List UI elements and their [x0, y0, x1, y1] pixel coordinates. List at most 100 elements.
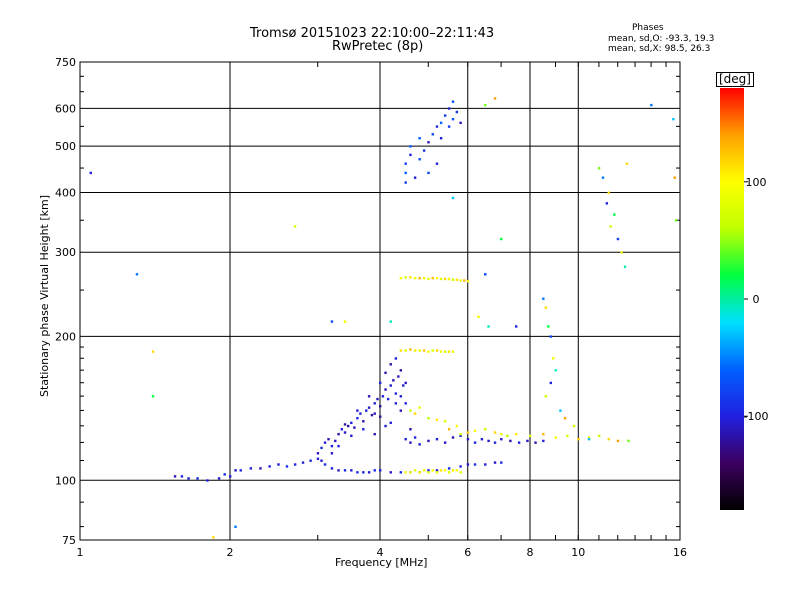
x-tick-label: 16: [673, 546, 687, 559]
data-point: [422, 276, 426, 280]
data-point: [616, 439, 620, 443]
data-point: [413, 276, 417, 280]
data-point: [443, 441, 447, 444]
data-point: [509, 439, 512, 443]
data-point: [455, 278, 459, 281]
data-point: [431, 469, 434, 472]
data-point: [389, 320, 392, 323]
x-tick-label: 1: [77, 546, 84, 559]
y-tick-label: 400: [55, 186, 76, 199]
data-point: [443, 114, 447, 117]
data-point: [672, 117, 675, 121]
data-point: [367, 406, 371, 409]
data-point: [529, 434, 532, 438]
data-point: [435, 162, 439, 165]
data-point: [359, 412, 362, 415]
data-point: [409, 471, 412, 474]
data-point: [323, 441, 327, 444]
data-point: [447, 471, 451, 474]
data-point: [427, 171, 430, 175]
series-group: [89, 97, 678, 539]
data-point: [607, 437, 610, 441]
data-point: [413, 469, 417, 472]
data-point: [572, 424, 576, 428]
y-tick-label: 100: [55, 474, 76, 487]
data-point: [623, 265, 627, 268]
data-point: [443, 469, 447, 472]
data-point: [151, 395, 155, 398]
data-point: [277, 463, 280, 466]
data-point: [373, 432, 376, 436]
chart-title: Tromsø 20151023 22:10:00–22:11:43: [250, 26, 495, 41]
data-point: [544, 395, 548, 398]
data-point: [362, 420, 365, 423]
data-point: [451, 117, 455, 121]
data-point: [404, 437, 407, 441]
data-point: [427, 416, 430, 420]
data-point: [597, 167, 601, 170]
x-tick-label: 8: [527, 546, 534, 559]
data-point: [413, 436, 417, 439]
data-point: [249, 467, 253, 470]
chart-subtitle: RwPretec (8p): [332, 39, 424, 54]
data-point: [439, 277, 443, 281]
data-point: [217, 477, 221, 480]
data-point: [399, 369, 403, 372]
data-point: [330, 320, 334, 323]
data-point: [435, 125, 439, 128]
data-point: [394, 357, 398, 360]
data-point: [409, 428, 412, 431]
x-tick-label: 10: [571, 546, 585, 559]
data-point: [544, 306, 548, 309]
series-group: [399, 276, 470, 283]
data-point: [373, 469, 376, 472]
data-point: [386, 397, 390, 401]
data-point: [367, 471, 371, 474]
data-point: [459, 465, 462, 468]
data-point: [413, 176, 417, 179]
data-point: [455, 469, 459, 472]
data-point: [180, 475, 184, 478]
data-point: [397, 375, 400, 378]
series-group: [399, 348, 455, 353]
data-point: [389, 384, 392, 387]
data-point: [466, 431, 470, 434]
data-point: [480, 437, 484, 441]
series-group: [316, 357, 412, 455]
data-point: [409, 276, 412, 279]
data-point: [340, 428, 344, 431]
data-point: [500, 461, 503, 464]
data-point: [500, 237, 503, 241]
data-point: [320, 459, 323, 462]
data-point: [206, 479, 209, 482]
colorbar-tick-label: 100: [746, 176, 767, 189]
data-point: [389, 363, 392, 366]
data-point: [443, 420, 447, 423]
y-tick-label: 75: [62, 534, 76, 547]
data-point: [418, 471, 421, 474]
data-point: [223, 473, 226, 476]
data-point: [613, 213, 616, 216]
phase-colorbar: [720, 88, 744, 510]
data-point: [234, 469, 237, 472]
data-point: [552, 357, 555, 360]
series-group: [404, 469, 462, 474]
data-point: [466, 280, 470, 283]
data-point: [542, 432, 545, 436]
data-point: [439, 121, 443, 125]
data-point: [389, 421, 392, 425]
data-point: [517, 441, 521, 444]
data-point: [439, 350, 443, 353]
data-point: [379, 415, 382, 418]
data-point: [577, 437, 580, 441]
data-point: [268, 465, 271, 468]
data-point: [343, 320, 347, 323]
data-point: [316, 457, 320, 461]
phases-legend-header: Phases: [632, 23, 664, 33]
x-tick-label: 2: [227, 546, 234, 559]
data-point: [484, 428, 487, 431]
data-point: [500, 437, 503, 441]
data-point: [484, 273, 487, 276]
data-point: [239, 469, 242, 472]
